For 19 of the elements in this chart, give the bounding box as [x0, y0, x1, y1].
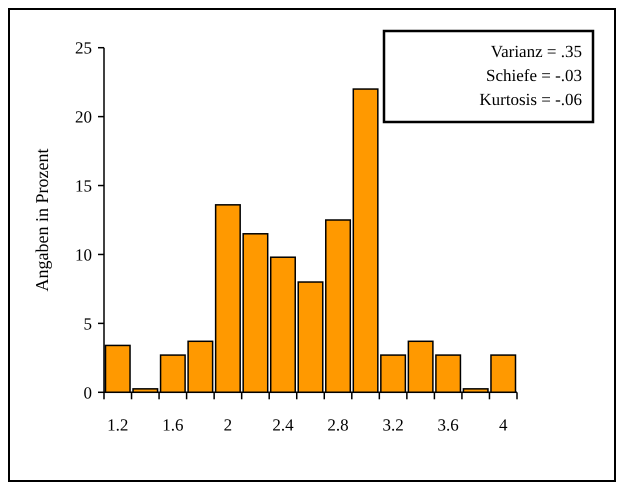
- y-axis-title: Angaben in Prozent: [32, 148, 52, 292]
- stats-box: Varianz = .35 Schiefe = -.03 Kurtosis = -.06: [382, 30, 594, 124]
- annotation: Kurtosis = -.06: [479, 90, 582, 109]
- x-tick-label: 2.4: [272, 415, 294, 434]
- x-tick-label: 2: [224, 415, 232, 434]
- y-tick-label: 25: [75, 38, 92, 58]
- x-tick-label: 4: [498, 415, 508, 434]
- annotation: Schiefe = -.03: [486, 66, 582, 85]
- y-tick-label: 5: [84, 314, 92, 334]
- x-tick-label: 3.2: [382, 415, 404, 434]
- x-tick-label: 1.2: [107, 415, 128, 434]
- y-tick-label: 10: [75, 245, 92, 264]
- x-tick-label: 3.6: [438, 415, 459, 434]
- x-tick-label: 1.6: [162, 415, 184, 434]
- y-tick-label: 20: [75, 108, 92, 127]
- annotation: Varianz = .35: [490, 42, 582, 61]
- y-tick-label: 0: [84, 383, 92, 402]
- x-tick-label: 2.8: [327, 415, 349, 434]
- y-tick-label: 15: [75, 176, 92, 196]
